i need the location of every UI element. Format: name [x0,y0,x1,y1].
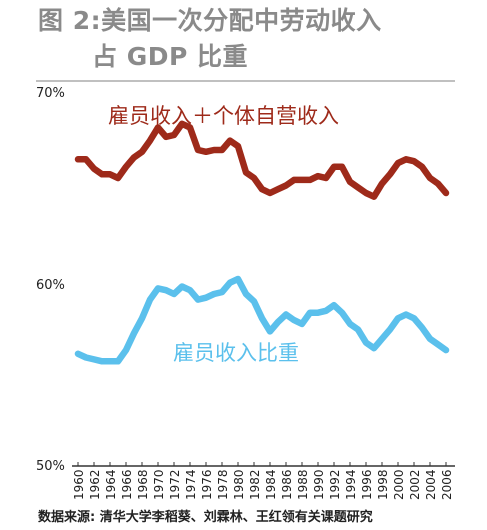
y-tick-label: 50% [36,459,65,474]
x-tick-label: 1984 [264,469,278,500]
x-tick-label: 1972 [168,469,182,500]
x-tick-label: 1992 [328,469,342,500]
x-tick-label: 1982 [248,469,262,500]
x-tick-label: 1980 [232,469,246,500]
series-lines [74,120,450,365]
x-tick-label: 2006 [440,469,454,500]
x-tick-label: 2000 [392,469,406,500]
series-line-employee-income [74,275,450,365]
x-tick-label: 1988 [296,469,310,500]
x-tick-label: 1976 [200,469,214,500]
x-tick-label: 1998 [376,469,390,500]
x-tick-label: 2002 [408,469,422,500]
x-tick-label: 1964 [104,469,118,500]
source-note: 数据来源: 清华大学李稻葵、刘霖林、王红领有关课题研究 [38,510,373,525]
x-tick-label: 1990 [312,469,326,500]
series-label-employee-income: 雇员收入比重 [173,341,299,365]
x-tick-label: 1962 [88,469,102,500]
x-tick-label: 1996 [360,469,374,500]
x-tick-label: 1968 [136,469,150,500]
x-tick-label: 1974 [184,469,198,500]
x-tick-label: 1966 [120,469,134,500]
x-tick-label: 1978 [216,469,230,500]
x-tick-label: 1994 [344,469,358,500]
y-tick-label: 60% [36,278,65,293]
series-label-total-income: 雇员收入＋个体自营收入 [108,104,339,128]
x-tick-label: 1986 [280,469,294,500]
x-tick-label: 1970 [152,469,166,500]
x-tick-label: 2004 [424,469,438,500]
x-tick-label: 1960 [72,469,86,500]
y-tick-labels: 70% 60% 50% [36,86,65,474]
figure-title-line1: 图 2:美国一次分配中劳动收入 [38,6,382,35]
series-line-total-income [74,120,450,200]
figure-title-line2: 占 GDP 比重 [92,42,249,71]
y-tick-label: 70% [36,86,65,101]
x-tick-labels: 1960 1962 1964 1966 1968 1970 1972 1974 1976 1978… [72,462,454,500]
